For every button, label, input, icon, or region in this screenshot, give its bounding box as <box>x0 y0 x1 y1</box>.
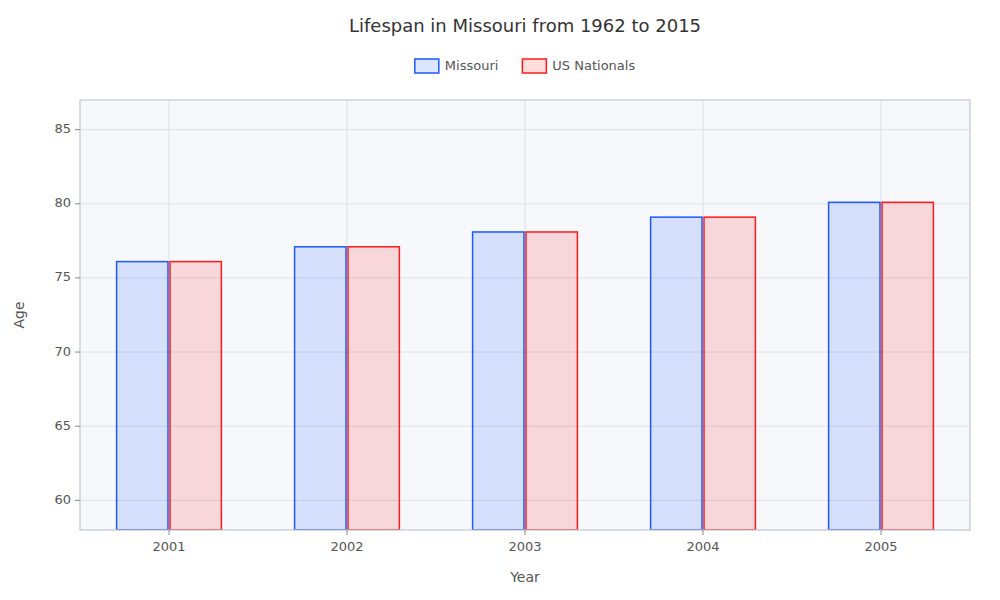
y-axis: 60 65 70 75 80 85 <box>54 121 80 507</box>
y-tick-label: 65 <box>54 418 71 433</box>
bar <box>117 262 168 530</box>
x-tick <box>169 530 170 535</box>
legend-swatch <box>522 59 546 73</box>
x-tick <box>703 530 704 535</box>
bar <box>526 232 577 530</box>
x-tick-label: 2002 <box>330 539 363 554</box>
y-tick <box>75 500 80 501</box>
plot-background <box>80 100 970 530</box>
y-tick-label: 60 <box>54 492 71 507</box>
y-tick <box>75 352 80 353</box>
plot-frame <box>80 100 970 530</box>
bar <box>651 217 702 530</box>
y-tick <box>75 129 80 130</box>
grid <box>80 100 970 530</box>
legend-label: Missouri <box>445 58 499 73</box>
legend-label: US Nationals <box>552 58 635 73</box>
bar <box>170 262 221 530</box>
legend: Missouri US Nationals <box>415 58 636 74</box>
bar <box>295 247 346 530</box>
y-axis-label: Age <box>11 301 27 328</box>
x-tick-label: 2005 <box>864 539 897 554</box>
y-tick-label: 80 <box>54 195 71 210</box>
bar <box>882 202 933 530</box>
y-tick <box>75 277 80 278</box>
x-axis-label: Year <box>509 569 540 585</box>
y-tick-label: 85 <box>54 121 71 136</box>
x-tick-label: 2004 <box>686 539 719 554</box>
x-tick <box>525 530 526 535</box>
y-tick-label: 75 <box>54 269 71 284</box>
x-tick-label: 2003 <box>508 539 541 554</box>
x-tick <box>881 530 882 535</box>
bars <box>117 202 934 530</box>
y-tick-label: 70 <box>54 344 71 359</box>
bar <box>473 232 524 530</box>
legend-item: US Nationals <box>522 58 635 74</box>
legend-item: Missouri <box>415 58 499 74</box>
x-axis: 2001 2002 2003 2004 2005 <box>152 530 897 554</box>
title: Lifespan in Missouri from 1962 to 2015 <box>349 15 701 36</box>
bar <box>704 217 755 530</box>
x-tick-label: 2001 <box>152 539 185 554</box>
legend-swatch <box>415 59 439 73</box>
y-tick <box>75 426 80 427</box>
x-tick <box>347 530 348 535</box>
bar <box>348 247 399 530</box>
y-tick <box>75 203 80 204</box>
bar <box>829 202 880 530</box>
chart: 60 65 70 75 80 85 2001 2002 2003 2004 2005 Year Age L… <box>0 0 1000 600</box>
